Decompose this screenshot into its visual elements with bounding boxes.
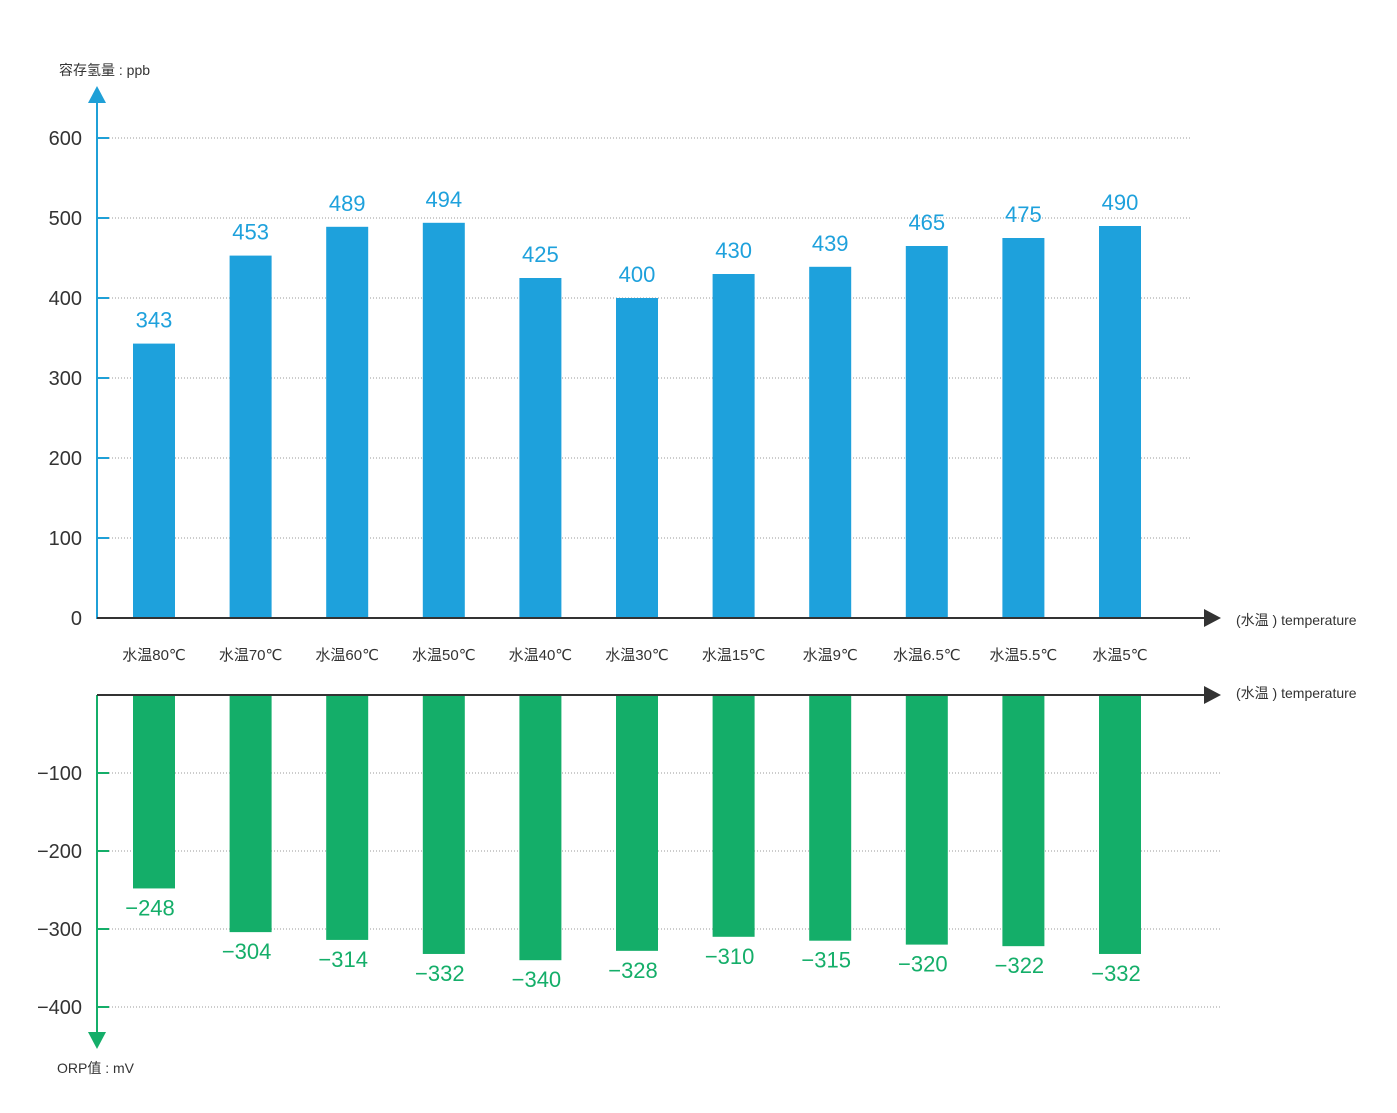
data-label-hydrogen: 425 [522,242,559,267]
y-tick-label: −100 [37,763,82,785]
y-tick-label: 300 [49,368,82,390]
bar-orp [1099,695,1141,954]
bar-hydrogen [712,274,755,618]
y-axis-arrow-up [88,86,106,103]
category-label: 水温5℃ [1092,647,1147,664]
y-tick-label: 600 [49,128,82,150]
category-label: 水温30℃ [605,647,669,664]
category-label: 水温70℃ [219,647,283,664]
data-label-hydrogen: 400 [619,262,656,287]
data-label-orp: −314 [318,947,368,972]
category-label: 水温15℃ [702,647,766,664]
y-tick-label: 400 [49,288,82,310]
bar-orp [326,695,369,940]
data-label-orp: −315 [801,948,851,973]
data-label-orp: −340 [512,967,562,992]
data-label-hydrogen: 489 [329,191,366,216]
y-tick-label: −400 [37,997,82,1019]
y-tick-label: 0 [71,608,82,630]
y-tick-label: 200 [49,448,82,470]
bar-orp [616,695,658,951]
category-label: 水温9℃ [803,647,858,664]
bar-hydrogen [133,343,175,618]
data-label-hydrogen: 343 [136,308,173,333]
bar-orp [519,695,562,961]
bar-orp [133,695,175,889]
data-label-orp: −328 [608,958,658,983]
bar-hydrogen [1099,226,1141,618]
data-label-hydrogen: 439 [812,231,849,256]
bar-hydrogen [1002,238,1045,618]
data-label-orp: −320 [898,952,948,977]
data-label-hydrogen: 475 [1005,202,1042,227]
y-tick-label: 100 [49,528,82,550]
bar-orp [1002,695,1045,947]
x-axis-arrow-orp [1204,686,1221,704]
category-label: 水温80℃ [122,647,186,664]
data-label-orp: −248 [125,895,175,920]
category-label: 水温6.5℃ [893,647,961,664]
bar-hydrogen [229,255,272,618]
category-label: 水温50℃ [412,647,476,664]
y-axis-title-orp: ORP值 : mV [57,1060,135,1076]
data-label-orp: −332 [1091,961,1141,986]
bar-hydrogen [905,246,948,618]
x-axis-title-orp: (水温 ) temperature [1236,685,1357,701]
bar-hydrogen [809,266,852,618]
data-label-hydrogen: 490 [1102,190,1139,215]
bar-hydrogen [519,278,562,618]
bar-orp [809,695,852,941]
x-axis-arrow-hydrogen [1204,609,1221,627]
data-label-orp: −322 [995,953,1045,978]
category-label: 水温5.5℃ [990,647,1058,664]
bar-hydrogen [422,222,465,619]
data-label-orp: −332 [415,961,465,986]
data-label-hydrogen: 430 [715,238,752,263]
bar-orp [229,695,272,933]
bar-orp [422,695,465,954]
y-axis-title-hydrogen: 容存氢量 : ppb [59,62,150,78]
bar-hydrogen [326,226,369,619]
y-axis-arrow-down [88,1032,106,1049]
y-tick-label: −200 [37,841,82,863]
data-label-orp: −304 [222,939,272,964]
y-tick-label: −300 [37,919,82,941]
bar-orp [905,695,948,945]
category-label: 水温60℃ [315,647,379,664]
data-label-hydrogen: 494 [425,187,462,212]
y-tick-label: 500 [49,208,82,230]
x-axis-title-hydrogen: (水温 ) temperature [1236,612,1357,628]
bar-hydrogen [616,298,658,618]
data-label-hydrogen: 453 [232,220,269,245]
category-label: 水温40℃ [509,647,573,664]
data-label-orp: −310 [705,944,755,969]
data-label-hydrogen: 465 [908,210,945,235]
bar-orp [712,695,755,937]
